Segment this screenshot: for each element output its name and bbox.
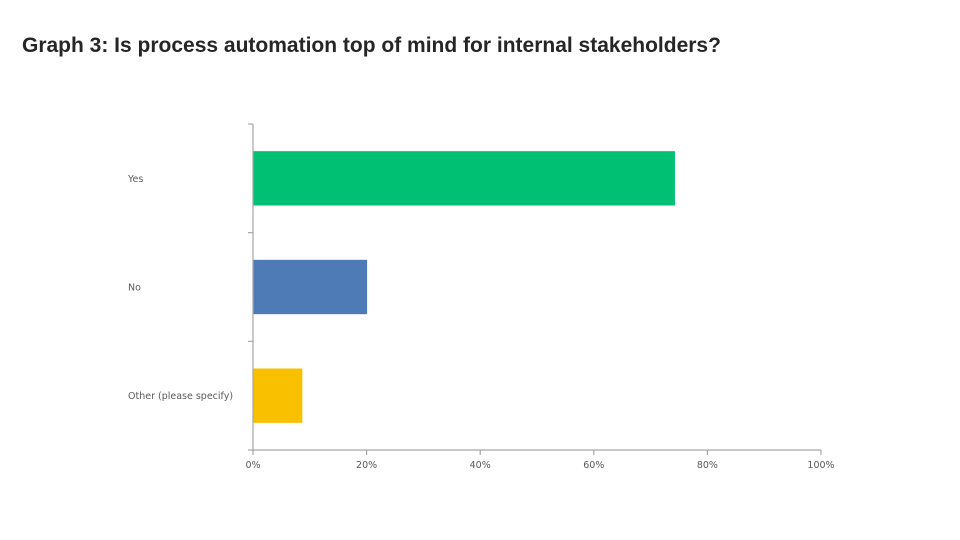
category-label: Yes [127,174,143,185]
x-tick-label: 40% [470,460,491,471]
x-tick-label: 100% [807,460,834,471]
category-label: Other (please specify) [128,391,233,402]
x-tick-label: 80% [697,460,718,471]
bar-other-please-specify [253,368,303,423]
page-title: Graph 3: Is process automation top of mi… [22,34,721,57]
bar-yes [253,151,675,206]
x-tick-label: 60% [583,460,604,471]
category-label: No [128,283,141,294]
x-tick-label: 20% [356,460,377,471]
bar-no [253,259,368,315]
x-tick-label: 0% [245,460,260,471]
